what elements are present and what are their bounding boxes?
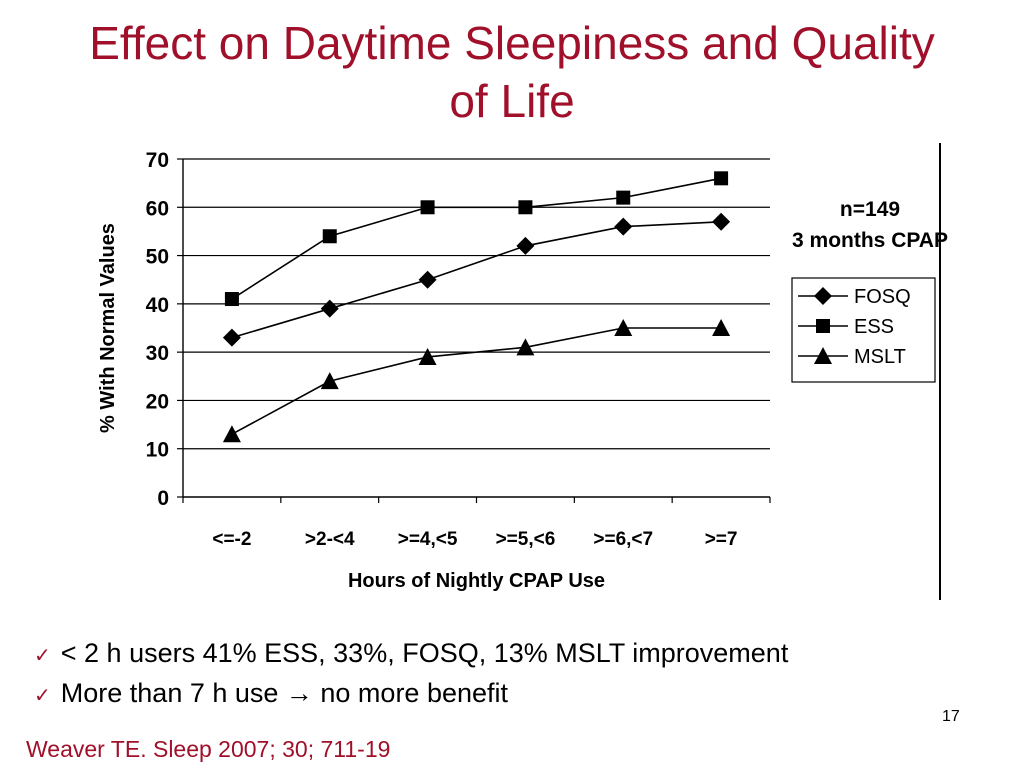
- grid-lines: [183, 158, 770, 450]
- x-tick-label: >=7: [705, 529, 738, 550]
- series-line-mslt: [231, 327, 722, 435]
- data-point-mslt: [712, 319, 731, 336]
- series-line-fosq: [231, 220, 722, 339]
- checkmark-icon: ✓: [34, 683, 51, 707]
- legend-label-ess: ESS: [854, 316, 894, 338]
- y-tick-label: 50: [146, 246, 169, 269]
- data-point-mslt: [516, 338, 535, 356]
- bullet-item: ✓ < 2 h users 41% ESS, 33%, FOSQ, 13% MS…: [34, 634, 788, 674]
- title-line-1: Effect on Daytime Sleepiness and Quality: [89, 17, 935, 69]
- y-tick-label: 30: [146, 342, 169, 365]
- title-line-2: of Life: [449, 75, 575, 127]
- bullet-text: < 2 h users 41% ESS, 33%, FOSQ, 13% MSLT…: [60, 638, 789, 668]
- data-point-ess: [420, 200, 435, 215]
- slide-title: Effect on Daytime Sleepiness and Quality…: [0, 14, 1024, 130]
- chart-legend: FOSQ ESS MSLT: [791, 277, 936, 383]
- bullet-text: More than 7 h use → no more benefit: [60, 678, 509, 708]
- legend-marker-ess: [816, 319, 830, 333]
- citation: Weaver TE. Sleep 2007; 30; 711-19: [26, 736, 391, 762]
- x-tick-label: <=-2: [212, 529, 251, 550]
- data-point-mslt: [614, 319, 633, 336]
- data-point-ess: [714, 171, 729, 186]
- y-tick-label: 60: [146, 197, 169, 220]
- data-point-fosq: [712, 212, 731, 231]
- vertical-divider: [939, 143, 941, 600]
- y-tick-label: 40: [146, 294, 169, 317]
- legend-marker-fosq: [814, 287, 832, 305]
- series-group: [222, 171, 731, 443]
- legend-label-mslt: MSLT: [854, 346, 906, 368]
- legend-label-fosq: FOSQ: [854, 286, 911, 308]
- y-tick-label: 0: [157, 487, 169, 510]
- data-point-mslt: [320, 372, 339, 390]
- x-tick-label: >=4,<5: [398, 529, 458, 550]
- data-point-ess: [224, 292, 239, 307]
- x-axis-label: Hours of Nightly CPAP Use: [348, 570, 605, 592]
- data-point-mslt: [222, 425, 241, 443]
- legend-marker-mslt: [814, 347, 832, 364]
- x-tick-labels: <=-2 >2-<4 >=4,<5 >=5,<6 >=6,<7 >=7: [212, 529, 737, 550]
- series-line-ess: [231, 177, 722, 300]
- y-tick-label: 10: [146, 439, 169, 462]
- y-tick-label: 20: [146, 390, 169, 413]
- data-point-fosq: [222, 328, 241, 347]
- page-number: 17: [942, 708, 960, 725]
- data-point-fosq: [516, 236, 535, 255]
- bullet-list: ✓ < 2 h users 41% ESS, 33%, FOSQ, 13% MS…: [34, 634, 788, 714]
- data-point-ess: [616, 190, 631, 205]
- y-axis-label: % With Normal Values: [97, 223, 119, 433]
- data-point-ess: [518, 200, 533, 215]
- data-point-ess: [322, 229, 337, 244]
- checkmark-icon: ✓: [34, 643, 51, 667]
- data-point-fosq: [418, 270, 437, 289]
- y-tick-label: 70: [146, 149, 169, 172]
- x-tick-label: >=5,<6: [496, 529, 556, 550]
- x-tick-label: >2-<4: [305, 529, 355, 550]
- annotation-duration: 3 months CPAP: [792, 229, 948, 252]
- sample-annotation: n=149 3 months CPAP: [760, 194, 980, 256]
- annotation-sample-size: n=149: [839, 198, 901, 221]
- data-point-fosq: [320, 299, 339, 318]
- bullet-item: ✓ More than 7 h use → no more benefit: [34, 674, 788, 714]
- x-tick-label: >=6,<7: [593, 529, 653, 550]
- data-point-fosq: [614, 217, 633, 236]
- chart-axes: [177, 158, 771, 503]
- data-point-mslt: [418, 347, 437, 365]
- y-tick-labels: 0 10 20 30 40 50 60 70: [146, 149, 169, 510]
